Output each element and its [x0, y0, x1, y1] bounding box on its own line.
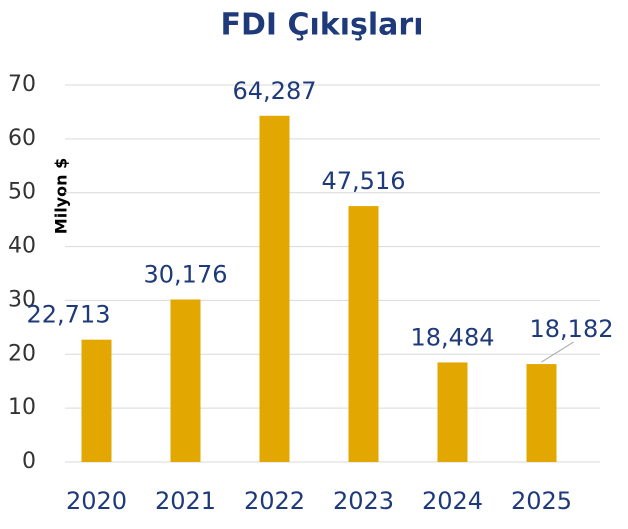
y-tick-label: 60	[8, 126, 36, 151]
data-label: 47,516	[322, 167, 406, 195]
bar	[170, 299, 201, 462]
bar	[348, 206, 379, 462]
y-tick-label: 30	[8, 287, 36, 312]
x-tick-label: 2020	[66, 487, 127, 515]
x-tick-label: 2025	[511, 487, 572, 515]
chart-title: FDI Çıkışları	[221, 8, 424, 43]
x-tick-label: 2021	[155, 487, 216, 515]
data-label: 64,287	[233, 77, 317, 105]
y-tick-label: 40	[8, 234, 36, 259]
data-label: 18,182	[530, 315, 614, 343]
data-label: 30,176	[144, 260, 228, 288]
x-tick-label: 2023	[333, 487, 394, 515]
y-tick-label: 10	[8, 395, 36, 420]
y-tick-label: 70	[8, 72, 36, 97]
bar	[526, 364, 557, 462]
bar	[81, 339, 112, 462]
y-axis-label: Milyon $	[52, 158, 71, 234]
y-tick-label: 0	[22, 449, 36, 474]
data-label: 18,484	[411, 323, 495, 351]
x-tick-label: 2022	[244, 487, 305, 515]
leader-line	[541, 341, 574, 363]
data-label: 22,713	[27, 301, 111, 329]
bar	[259, 115, 290, 462]
x-tick-label: 2024	[422, 487, 483, 515]
y-tick-label: 20	[8, 341, 36, 366]
bar	[437, 362, 468, 462]
y-tick-label: 50	[8, 180, 36, 205]
